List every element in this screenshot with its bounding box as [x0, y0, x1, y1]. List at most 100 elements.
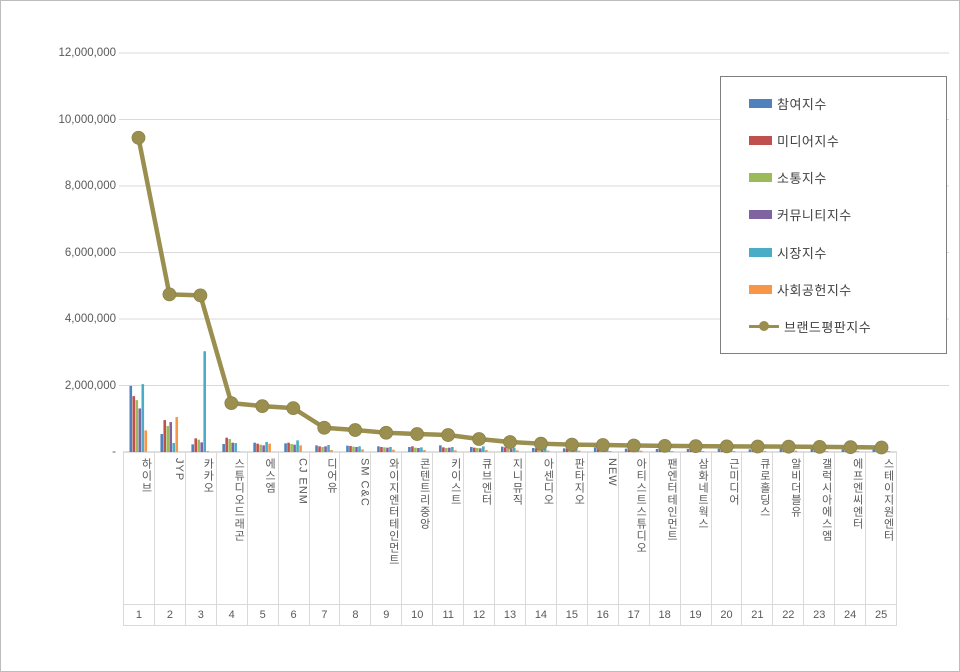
- line-marker-22: [781, 439, 796, 454]
- x-axis-category-label-14: 아센디오: [526, 452, 557, 604]
- bar-참여지수-11: [439, 445, 442, 452]
- bar-참여지수-25: [872, 449, 876, 452]
- bar-시장지수-5: [265, 442, 268, 452]
- x-axis-rank-label: 22: [773, 605, 805, 625]
- bar-참여지수-16: [593, 447, 597, 452]
- legend-label: 브랜드평판지수: [784, 319, 872, 335]
- x-axis-category-label-12: 큐브엔터: [464, 452, 496, 604]
- bar-소통지수-12: [476, 448, 479, 452]
- bar-미디어지수-13: [504, 447, 507, 452]
- legend-line-dot: [759, 321, 769, 332]
- x-axis-category-label-23: 갤럭시아에스엠: [804, 452, 836, 604]
- bar-시장지수-11: [451, 447, 454, 452]
- bar-소통지수-1: [135, 400, 139, 452]
- legend-item-2: 미디어지수: [749, 131, 946, 150]
- legend-line-marker-icon: [749, 321, 779, 332]
- line-marker-15: [565, 437, 579, 452]
- x-axis-category-label-18: 팬엔터테인먼트: [650, 452, 681, 604]
- bar-사회공헌지수-25: [887, 451, 891, 452]
- bar-시장지수-9: [389, 447, 392, 452]
- legend-box: 참여지수 미디어지수 소통지수 커뮤니티지수 시장지수 사회공헌지수 브랜드평판지수: [720, 76, 947, 354]
- bar-커뮤니티지수-6: [293, 444, 296, 452]
- legend-label: 소통지수: [777, 171, 827, 187]
- bar-사회공헌지수-5: [268, 443, 271, 452]
- bar-사회공헌지수-15: [577, 450, 581, 452]
- bar-참여지수-1: [129, 385, 133, 452]
- bar-사회공헌지수-2: [175, 417, 179, 452]
- bar-커뮤니티지수-5: [262, 445, 265, 452]
- line-marker-1: [131, 130, 146, 145]
- bar-시장지수-1: [141, 384, 145, 452]
- x-axis-rank-label: 18: [650, 605, 681, 625]
- x-axis-category-label-10: 콘텐트리중앙: [402, 452, 434, 604]
- bar-참여지수-23: [810, 449, 814, 452]
- bar-미디어지수-4: [225, 437, 228, 452]
- bar-시장지수-4: [234, 443, 237, 452]
- x-axis-category-labels: 하이브 JYP 카카오 스튜디오드래곤 에스엠 CJ ENM 디어유 SM C&C 와이지엔터테…: [123, 452, 898, 604]
- line-marker-21: [750, 439, 765, 454]
- x-axis-category-label-3: 카카오: [186, 452, 217, 604]
- bar-사회공헌지수-8: [361, 449, 364, 452]
- bar-사회공헌지수-20: [732, 451, 736, 452]
- bar-시장지수-3: [203, 351, 206, 452]
- bar-커뮤니티지수-3: [200, 442, 203, 452]
- x-axis-rank-label: 4: [217, 605, 248, 625]
- x-axis-category-label-9: 와이지엔터테인먼트: [371, 452, 403, 604]
- legend-item-7: 브랜드평판지수: [749, 317, 946, 336]
- x-axis-category-label-8: SM C&C: [340, 452, 372, 604]
- y-axis-tick-label: 2,000,000: [64, 379, 116, 392]
- legend-item-5: 시장지수: [749, 243, 946, 262]
- bar-사회공헌지수-19: [701, 451, 705, 452]
- bar-미디어지수-7: [318, 446, 321, 452]
- bar-사회공헌지수-4: [237, 451, 240, 452]
- bar-시장지수-8: [358, 446, 361, 452]
- bar-사회공헌지수-7: [330, 450, 333, 452]
- bar-사회공헌지수-21: [763, 451, 767, 452]
- bar-시장지수-15: [574, 448, 578, 452]
- x-axis-rank-label: 20: [712, 605, 743, 625]
- x-axis-category-label-13: 지니뮤직: [495, 452, 526, 604]
- x-axis-category-label-17: 아티스트스튜디오: [619, 452, 650, 604]
- line-marker-7: [317, 420, 332, 435]
- x-axis-rank-label: 8: [340, 605, 372, 625]
- legend-item-3: 소통지수: [749, 168, 946, 187]
- bar-참여지수-21: [748, 449, 752, 452]
- x-axis-rank-label: 10: [402, 605, 434, 625]
- bar-소통지수-2: [166, 426, 170, 452]
- y-axis-tick-label: 6,000,000: [64, 246, 116, 259]
- line-marker-2: [162, 287, 177, 302]
- bar-커뮤니티지수-7: [324, 446, 327, 452]
- bar-참여지수-7: [315, 445, 318, 452]
- x-axis-category-label-20: 근미디어: [712, 452, 743, 604]
- bar-참여지수-13: [501, 446, 504, 452]
- legend-label: 시장지수: [777, 245, 827, 261]
- x-axis-category-label-25: 스테이지원엔터: [866, 452, 898, 604]
- bar-커뮤니티지수-10: [417, 448, 420, 452]
- bar-미디어지수-11: [442, 447, 445, 452]
- bar-미디어지수-15: [565, 448, 569, 452]
- x-axis-rank-label: 1: [124, 605, 155, 625]
- bar-시장지수-6: [296, 440, 299, 452]
- bar-사회공헌지수-11: [454, 450, 457, 452]
- legend-color-swatch-icon: [749, 99, 772, 109]
- x-axis-category-label-1: 하이브: [124, 452, 155, 604]
- x-axis-rank-label: 24: [835, 605, 867, 625]
- x-axis-category-label-24: 에프엔씨엔터: [835, 452, 867, 604]
- bar-커뮤니티지수-13: [510, 448, 513, 452]
- legend-color-swatch-icon: [749, 136, 772, 146]
- line-marker-14: [534, 436, 548, 451]
- bar-사회공헌지수-18: [670, 451, 674, 452]
- line-marker-5: [255, 399, 270, 414]
- bar-소통지수-3: [197, 439, 200, 452]
- bar-사회공헌지수-9: [392, 449, 395, 452]
- line-marker-23: [812, 439, 827, 454]
- x-axis-rank-label: 9: [371, 605, 403, 625]
- x-axis-category-label-6: CJ ENM: [279, 452, 310, 604]
- x-axis-rank-row: 1 2 3 4 5 6 7 8 9 10 11 12 13 14 15 16 17 18 19 20 21 22 23 24 2…: [123, 604, 898, 626]
- bar-사회공헌지수-23: [825, 451, 829, 452]
- x-axis-rank-label: 12: [464, 605, 496, 625]
- line-marker-8: [348, 423, 363, 437]
- x-axis-rank-label: 23: [804, 605, 836, 625]
- x-axis-category-label-15: 판타지오: [557, 452, 588, 604]
